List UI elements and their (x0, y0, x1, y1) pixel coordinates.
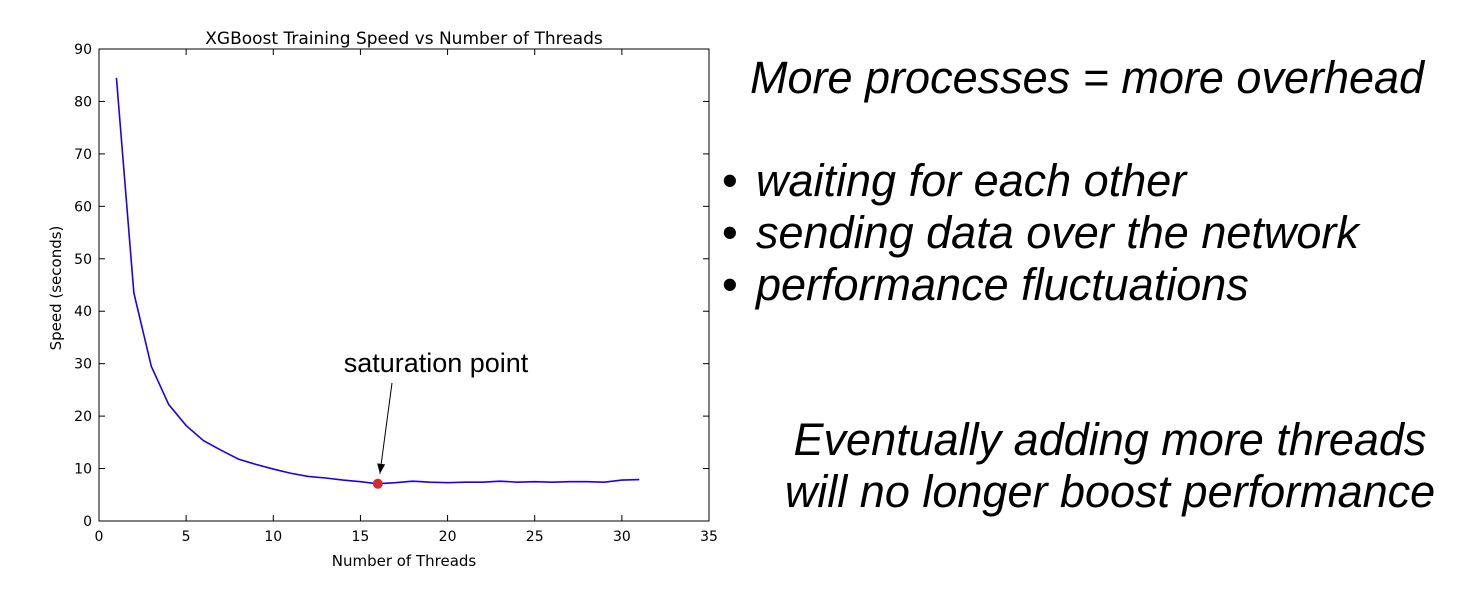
chart-title: XGBoost Training Speed vs Number of Thre… (205, 29, 603, 49)
y-tick-label: 70 (74, 147, 92, 163)
x-tick-label: 0 (95, 529, 104, 545)
bullet-item: • waiting for each other (722, 155, 1359, 207)
y-tick-label: 60 (74, 199, 92, 215)
x-tick-label: 25 (526, 529, 544, 545)
bullet-glyph: • (722, 207, 738, 258)
y-axis-title: Speed (seconds) (47, 226, 65, 351)
conclusion-line: Eventually adding more threads (793, 414, 1427, 465)
bullet-text: waiting for each other (756, 155, 1187, 206)
speed-chart: XGBoost Training Speed vs Number of Thre… (47, 29, 718, 570)
plot-frame (98, 48, 710, 522)
slide-heading: More processes = more overhead (750, 52, 1425, 103)
y-tick-label: 0 (83, 514, 92, 530)
y-tick-label: 30 (74, 357, 92, 373)
series-line (115, 77, 640, 485)
annotation-arrow-line (379, 382, 393, 474)
conclusion-line: will no longer boost performance (784, 466, 1436, 517)
x-tick-label: 10 (264, 529, 282, 545)
series-group (115, 77, 640, 489)
y-tick-label: 40 (74, 304, 92, 320)
y-tick-label: 90 (74, 42, 92, 58)
bullet-text: sending data over the network (756, 207, 1359, 258)
annotation-arrow-head (377, 463, 386, 474)
y-tick-label: 50 (74, 252, 92, 268)
bullet-list: • waiting for each other • sending data ov… (722, 155, 1359, 311)
bullet-text: performance fluctuations (756, 259, 1249, 310)
x-tick-label: 35 (700, 529, 718, 545)
x-tick-label: 20 (439, 529, 457, 545)
y-tick-label: 80 (74, 94, 92, 110)
x-axis-title: Number of Threads (332, 552, 477, 570)
saturation-point-marker (372, 478, 383, 489)
bullet-item: • performance fluctuations (722, 259, 1359, 311)
y-tick-label: 10 (74, 462, 92, 478)
x-tick-label: 30 (613, 529, 631, 545)
y-tick-label: 20 (74, 409, 92, 425)
tick-labels: 0 5 10 15 20 25 30 35 0 10 20 30 40 50 60 70 80 90 (74, 42, 718, 545)
annotation-label: saturation point (344, 348, 529, 378)
x-tick-label: 5 (182, 529, 191, 545)
bullet-glyph: • (722, 155, 738, 206)
annotation-group: saturation point (344, 348, 529, 474)
axes (98, 48, 710, 522)
conclusion-text: Eventually adding more threads will no l… (760, 414, 1460, 518)
bullet-glyph: • (722, 259, 738, 310)
bullet-item: • sending data over the network (722, 207, 1359, 259)
x-tick-label: 15 (352, 529, 370, 545)
